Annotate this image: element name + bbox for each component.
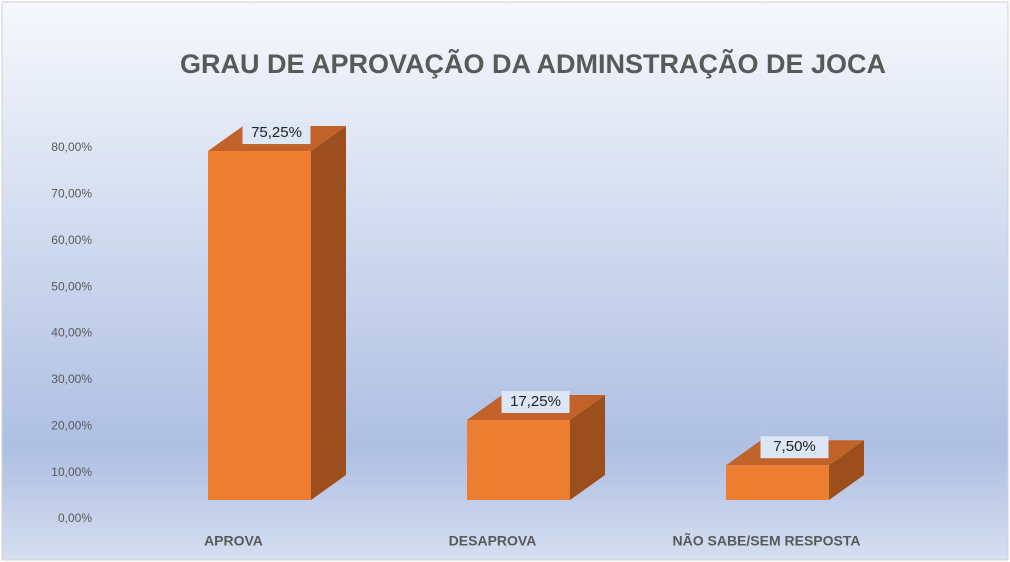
y-tick-label: 80,00%	[51, 140, 92, 154]
value-label-box	[760, 436, 829, 459]
y-tick-label: 10,00%	[51, 465, 92, 479]
bar	[726, 465, 829, 500]
y-tick-label: 0,00%	[58, 511, 92, 525]
chart-title: GRAU DE APROVAÇÃO DA ADMINSTRAÇÃO DE JOC…	[180, 48, 886, 79]
bar	[467, 420, 570, 500]
bar-side	[311, 126, 346, 500]
y-tick-label: 50,00%	[51, 279, 92, 293]
x-tick-label: APROVA	[204, 533, 263, 549]
value-label-box	[242, 122, 311, 145]
y-tick-label: 30,00%	[51, 372, 92, 386]
value-label-box	[501, 391, 570, 414]
value-label: 75,25%	[251, 124, 302, 141]
bar	[208, 151, 311, 500]
bar-side	[570, 395, 605, 500]
y-tick-label: 60,00%	[51, 233, 92, 247]
y-tick-label: 70,00%	[51, 187, 92, 201]
value-label: 7,50%	[773, 438, 816, 455]
value-label: 17,25%	[510, 393, 561, 410]
y-tick-label: 40,00%	[51, 326, 92, 340]
x-tick-label: NÃO SABE/SEM RESPOSTA	[673, 532, 861, 549]
y-tick-label: 20,00%	[51, 418, 92, 432]
bar-side	[829, 440, 864, 500]
x-tick-label: DESAPROVA	[449, 533, 537, 549]
